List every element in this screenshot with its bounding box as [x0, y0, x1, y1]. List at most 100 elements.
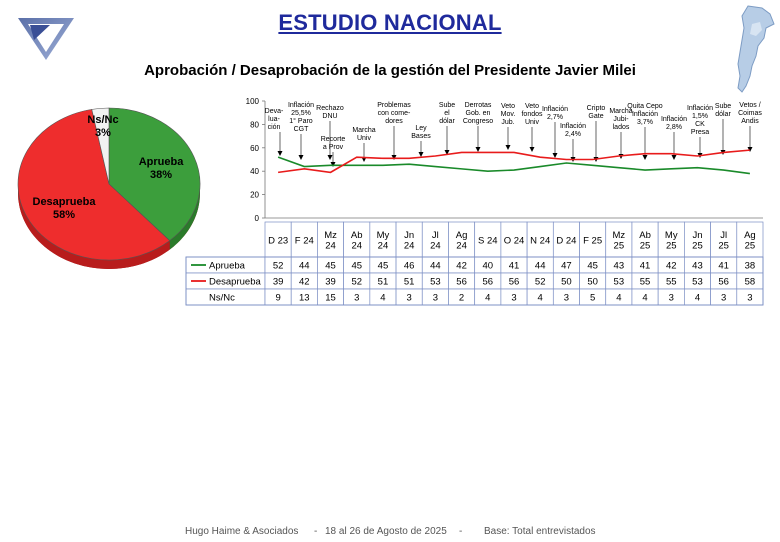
x-tick-label: D 23	[268, 236, 288, 247]
pie-label: Aprueba	[139, 156, 185, 168]
annotation-arrowhead	[327, 155, 333, 160]
event-annotation: Marcha Univ	[352, 127, 375, 142]
data-label: 42	[666, 261, 677, 272]
data-label: 56	[718, 277, 729, 288]
x-tick-label: F 24	[295, 236, 314, 247]
data-label: 55	[666, 277, 677, 288]
series-line-aprueba	[277, 156, 751, 175]
x-tick-label: Ag 25	[744, 230, 756, 252]
x-tick-label: Ab 25	[639, 230, 651, 252]
footer-separator: -	[459, 526, 463, 537]
table-header-cell	[290, 221, 318, 258]
data-label: 45	[587, 261, 598, 272]
table-header-cell	[448, 221, 476, 258]
table-header-cell	[395, 221, 423, 258]
annotation-arrowhead	[418, 152, 424, 157]
y-tick-label: 0	[255, 214, 260, 223]
data-label: 51	[404, 277, 415, 288]
data-label: 47	[561, 261, 572, 272]
chart-subtitle: Aprobación / Desaprobación de la gestión…	[144, 62, 636, 79]
data-label: 43	[692, 261, 703, 272]
event-annotation: Ley Bases	[411, 125, 431, 140]
data-label: 45	[325, 261, 336, 272]
event-annotation: Inflación 25,5% 1° Paro CGT	[288, 102, 314, 133]
event-annotation: Deva-lua-ción	[265, 108, 284, 131]
table-header-cell	[579, 221, 607, 258]
data-label: 42	[456, 261, 467, 272]
table-header-cell	[369, 221, 397, 258]
data-label: 4	[485, 293, 490, 304]
table-header-cell	[474, 221, 502, 258]
event-annotation: Inflación 2,7%	[542, 106, 568, 121]
x-tick-label: O 24	[504, 236, 525, 247]
table-header-cell	[552, 221, 580, 258]
event-annotation: Sube el dólar	[439, 102, 456, 125]
annotation-arrowhead	[475, 147, 481, 152]
event-annotation: Sube dólar	[715, 103, 732, 118]
annotation-arrowhead	[505, 145, 511, 150]
table-header-cell	[264, 221, 292, 258]
pie-slice	[17, 109, 171, 261]
data-label: 4	[642, 293, 647, 304]
pie-slice-side	[18, 184, 170, 269]
data-label: 46	[404, 261, 415, 272]
footer-separator: -	[314, 526, 318, 537]
annotation-arrowhead	[671, 155, 677, 160]
data-label: 39	[325, 277, 336, 288]
data-label: 4	[538, 293, 543, 304]
data-label: 52	[273, 261, 284, 272]
x-tick-label: F 25	[583, 236, 602, 247]
pie-value-label: 58%	[53, 209, 75, 221]
data-label: 55	[640, 277, 651, 288]
data-label: 45	[351, 261, 362, 272]
data-label: 40	[483, 261, 494, 272]
event-annotation: Rechazo DNU	[316, 105, 344, 120]
legend-entry: Desaprueba	[209, 277, 261, 288]
data-label: 51	[378, 277, 389, 288]
y-tick-label: 40	[250, 167, 259, 176]
y-tick-label: 20	[250, 191, 259, 200]
data-label: 42	[299, 277, 310, 288]
pie-slice-side	[169, 183, 200, 250]
data-label: 3	[669, 293, 674, 304]
data-label: 4	[695, 293, 700, 304]
data-label: 3	[511, 293, 516, 304]
x-tick-label: N 24	[530, 236, 550, 247]
table-header-cell	[710, 221, 738, 258]
event-annotation: Veto Mov. Jub.	[501, 103, 516, 126]
data-label: 38	[745, 261, 756, 272]
x-tick-label: Jl 25	[718, 230, 729, 252]
x-tick-label: Mz 25	[613, 230, 626, 252]
data-label: 43	[614, 261, 625, 272]
data-label: 52	[351, 277, 362, 288]
data-label: 3	[433, 293, 438, 304]
data-label: 3	[354, 293, 359, 304]
x-tick-label: Jn 24	[404, 230, 415, 252]
pie-value-label: 3%	[95, 127, 111, 139]
data-label: 56	[509, 277, 520, 288]
pie-label: Ns/Nc	[87, 114, 118, 126]
data-label: 44	[299, 261, 310, 272]
data-label: 3	[721, 293, 726, 304]
data-label: 53	[430, 277, 441, 288]
x-tick-label: Ag 24	[456, 230, 468, 252]
y-tick-label: 80	[250, 120, 259, 129]
table-border	[185, 256, 764, 306]
footer-dates: 18 al 26 de Agosto de 2025	[325, 526, 447, 537]
event-annotation: Inflación 2,8%	[661, 116, 687, 131]
annotation-arrowhead	[330, 162, 336, 167]
table-row-label: Ns/Nc	[209, 293, 235, 304]
pie-label: Desaprueba	[33, 196, 97, 208]
table-header-cell	[526, 221, 554, 258]
annotation-arrowhead	[747, 147, 753, 152]
event-annotation: Vetos / Coimas Andis	[738, 102, 762, 125]
data-label: 13	[299, 293, 310, 304]
data-label: 41	[640, 261, 651, 272]
data-label: 53	[692, 277, 703, 288]
data-label: 15	[325, 293, 336, 304]
argentina-map	[737, 5, 775, 93]
x-tick-label: Jl 24	[430, 230, 441, 252]
table-header-cell	[657, 221, 685, 258]
x-tick-label: Ab 24	[351, 230, 363, 252]
x-tick-label: S 24	[478, 236, 498, 247]
